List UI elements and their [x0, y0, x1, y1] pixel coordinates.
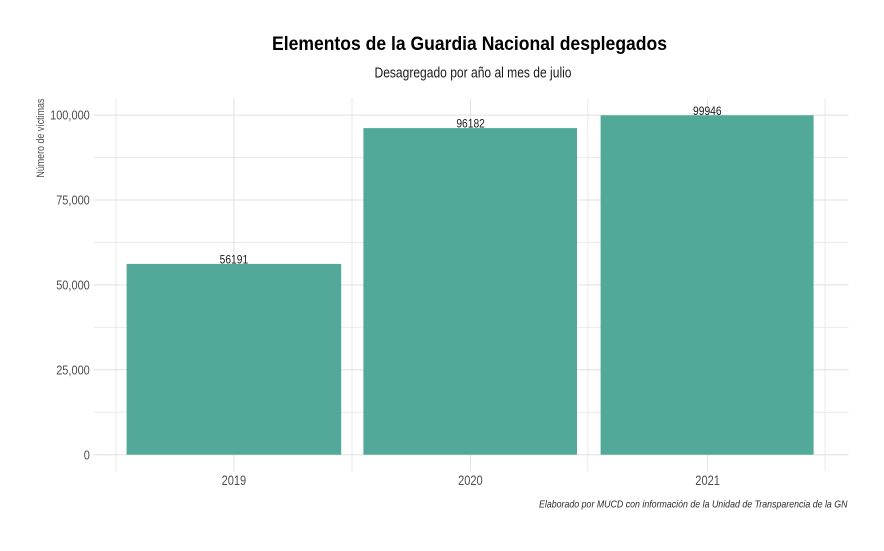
svg-text:Número de víctimas: Número de víctimas [35, 98, 47, 177]
svg-text:Elementos de la Guardia Nacion: Elementos de la Guardia Nacional despleg… [272, 33, 667, 55]
svg-text:Elaborado por MUCD con informa: Elaborado por MUCD con información de la… [539, 499, 848, 511]
svg-text:0: 0 [84, 447, 90, 462]
svg-text:2019: 2019 [222, 473, 247, 488]
svg-text:56191: 56191 [220, 253, 249, 267]
svg-text:96182: 96182 [456, 117, 485, 131]
svg-text:75,000: 75,000 [56, 193, 90, 208]
svg-text:50,000: 50,000 [56, 278, 90, 293]
svg-text:25,000: 25,000 [56, 362, 90, 377]
svg-text:Desagregado por año al mes de: Desagregado por año al mes de julio [375, 65, 572, 82]
svg-text:2021: 2021 [695, 473, 720, 488]
svg-text:99946: 99946 [693, 104, 722, 118]
svg-text:2020: 2020 [458, 473, 483, 488]
svg-text:100,000: 100,000 [50, 108, 90, 123]
